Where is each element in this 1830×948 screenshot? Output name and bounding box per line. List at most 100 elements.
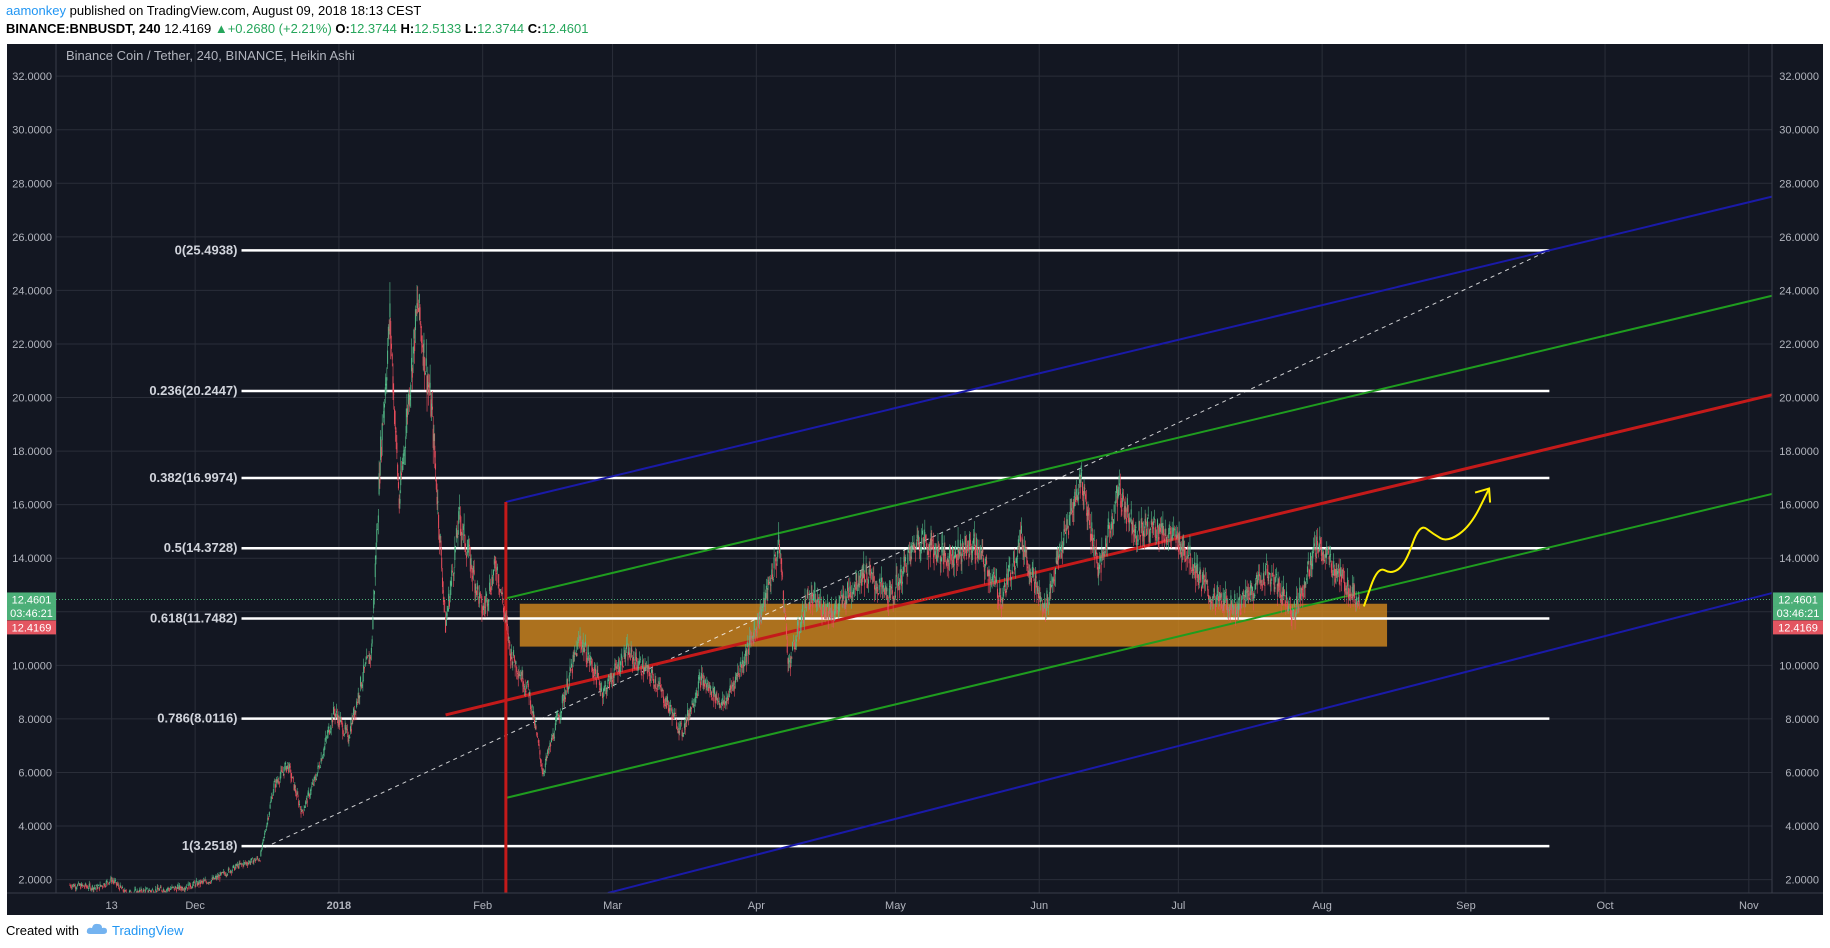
author-link[interactable]: aamonkey (6, 3, 66, 18)
candle-body (670, 705, 672, 707)
candle-body (1118, 487, 1120, 489)
channel-line-inner-upper[interactable] (505, 294, 1773, 600)
candle-body (511, 656, 513, 665)
candle-body (1111, 516, 1113, 521)
candle-body (745, 656, 747, 663)
candle-body (690, 707, 692, 709)
candle-body (1320, 549, 1322, 556)
channel-line-inner-lower[interactable] (505, 492, 1773, 799)
channel-line-outer-lower[interactable] (607, 592, 1773, 894)
right-y-tick-label: 24.0000 (1779, 285, 1819, 297)
candle-body (69, 884, 71, 886)
candle-body (203, 880, 205, 882)
candle-body (789, 660, 791, 662)
candle-body (731, 684, 733, 687)
candle-body (784, 608, 786, 613)
candle-body (1008, 565, 1010, 568)
candle-body (320, 758, 322, 763)
candle-body (707, 687, 709, 692)
candle-body (540, 758, 542, 763)
chart-title: Binance Coin / Tether, 240, BINANCE, Hei… (66, 48, 355, 63)
candle-body (309, 793, 311, 796)
candle-body (576, 653, 578, 657)
candle-body (380, 446, 382, 458)
candle-body (877, 589, 879, 592)
cloud-icon (86, 923, 108, 938)
candle-body (116, 884, 118, 886)
candle-body (625, 644, 627, 650)
candle-body (364, 663, 366, 667)
candle-body (158, 890, 160, 892)
candle-body (339, 718, 341, 722)
candle-body (646, 665, 648, 667)
fibonacci-retracement[interactable]: 0(25.4938)0.236(20.2447)0.382(16.9974)0.… (149, 242, 1550, 853)
candle-body (841, 600, 843, 605)
candle-body (712, 686, 714, 693)
candle-body (224, 874, 226, 876)
candle-body (1086, 513, 1088, 522)
candle-body (136, 890, 138, 893)
candle-body (848, 595, 850, 598)
close-value: 12.4601 (541, 21, 589, 36)
tradingview-logo[interactable]: TradingView (86, 923, 184, 938)
candle-body (1013, 560, 1015, 571)
candle-body (121, 888, 123, 890)
candle-body (392, 376, 394, 394)
channel-line-middle[interactable] (445, 393, 1773, 717)
candle-body (1107, 524, 1109, 537)
candle-body (1344, 591, 1346, 593)
candle-body (1000, 595, 1002, 603)
regression-channel[interactable] (445, 195, 1773, 894)
candle-body (933, 553, 935, 558)
candle-body (295, 794, 297, 797)
candle-body (1275, 576, 1277, 582)
candle-body (730, 686, 732, 687)
candle-body (1038, 590, 1040, 595)
candle-body (720, 706, 722, 708)
candle-body (955, 546, 957, 550)
candle-body (404, 446, 406, 449)
candle-body (1323, 554, 1325, 562)
candle-body (667, 700, 669, 706)
price-label-box (1773, 606, 1823, 621)
candle-body (1356, 598, 1358, 601)
candle-body (1129, 520, 1131, 522)
candle-body (1272, 573, 1274, 575)
candle-body (973, 538, 975, 544)
channel-line-outer-upper[interactable] (505, 195, 1773, 503)
candle-body (1156, 535, 1158, 537)
candle-body (369, 654, 371, 660)
candle-body (622, 666, 624, 668)
candle-body (735, 674, 737, 676)
projection-arrow-icon[interactable] (1474, 487, 1492, 503)
candle-body (554, 737, 556, 739)
projection-drawing[interactable] (1362, 487, 1492, 607)
projection-path[interactable] (1362, 487, 1491, 607)
price-chart[interactable]: 0(25.4938)0.236(20.2447)0.382(16.9974)0.… (0, 44, 1830, 915)
candle-body (581, 646, 583, 650)
candle-body (382, 423, 384, 425)
candle-body (85, 885, 87, 887)
candle-body (509, 641, 511, 647)
candle-body (549, 743, 551, 746)
candle-body (535, 726, 537, 729)
candle-body (1159, 523, 1161, 532)
candle-body (409, 395, 411, 401)
candle-body (771, 569, 773, 578)
candle-body (941, 546, 943, 553)
x-tick-label: Dec (185, 900, 205, 912)
right-y-tick-label: 6.0000 (1785, 767, 1819, 779)
candle-body (428, 390, 430, 393)
candle-body (630, 647, 632, 654)
candle-body (547, 750, 549, 755)
support-zone[interactable] (519, 603, 1388, 647)
candle-body (1193, 572, 1195, 574)
candle-body (1340, 574, 1342, 582)
candle-body (72, 884, 74, 886)
candle-body (207, 882, 209, 884)
left-y-tick-label: 10.0000 (12, 660, 52, 672)
candle-body (323, 746, 325, 751)
candle-body (916, 534, 918, 539)
candle-body (543, 772, 545, 774)
candle-body (373, 590, 375, 595)
